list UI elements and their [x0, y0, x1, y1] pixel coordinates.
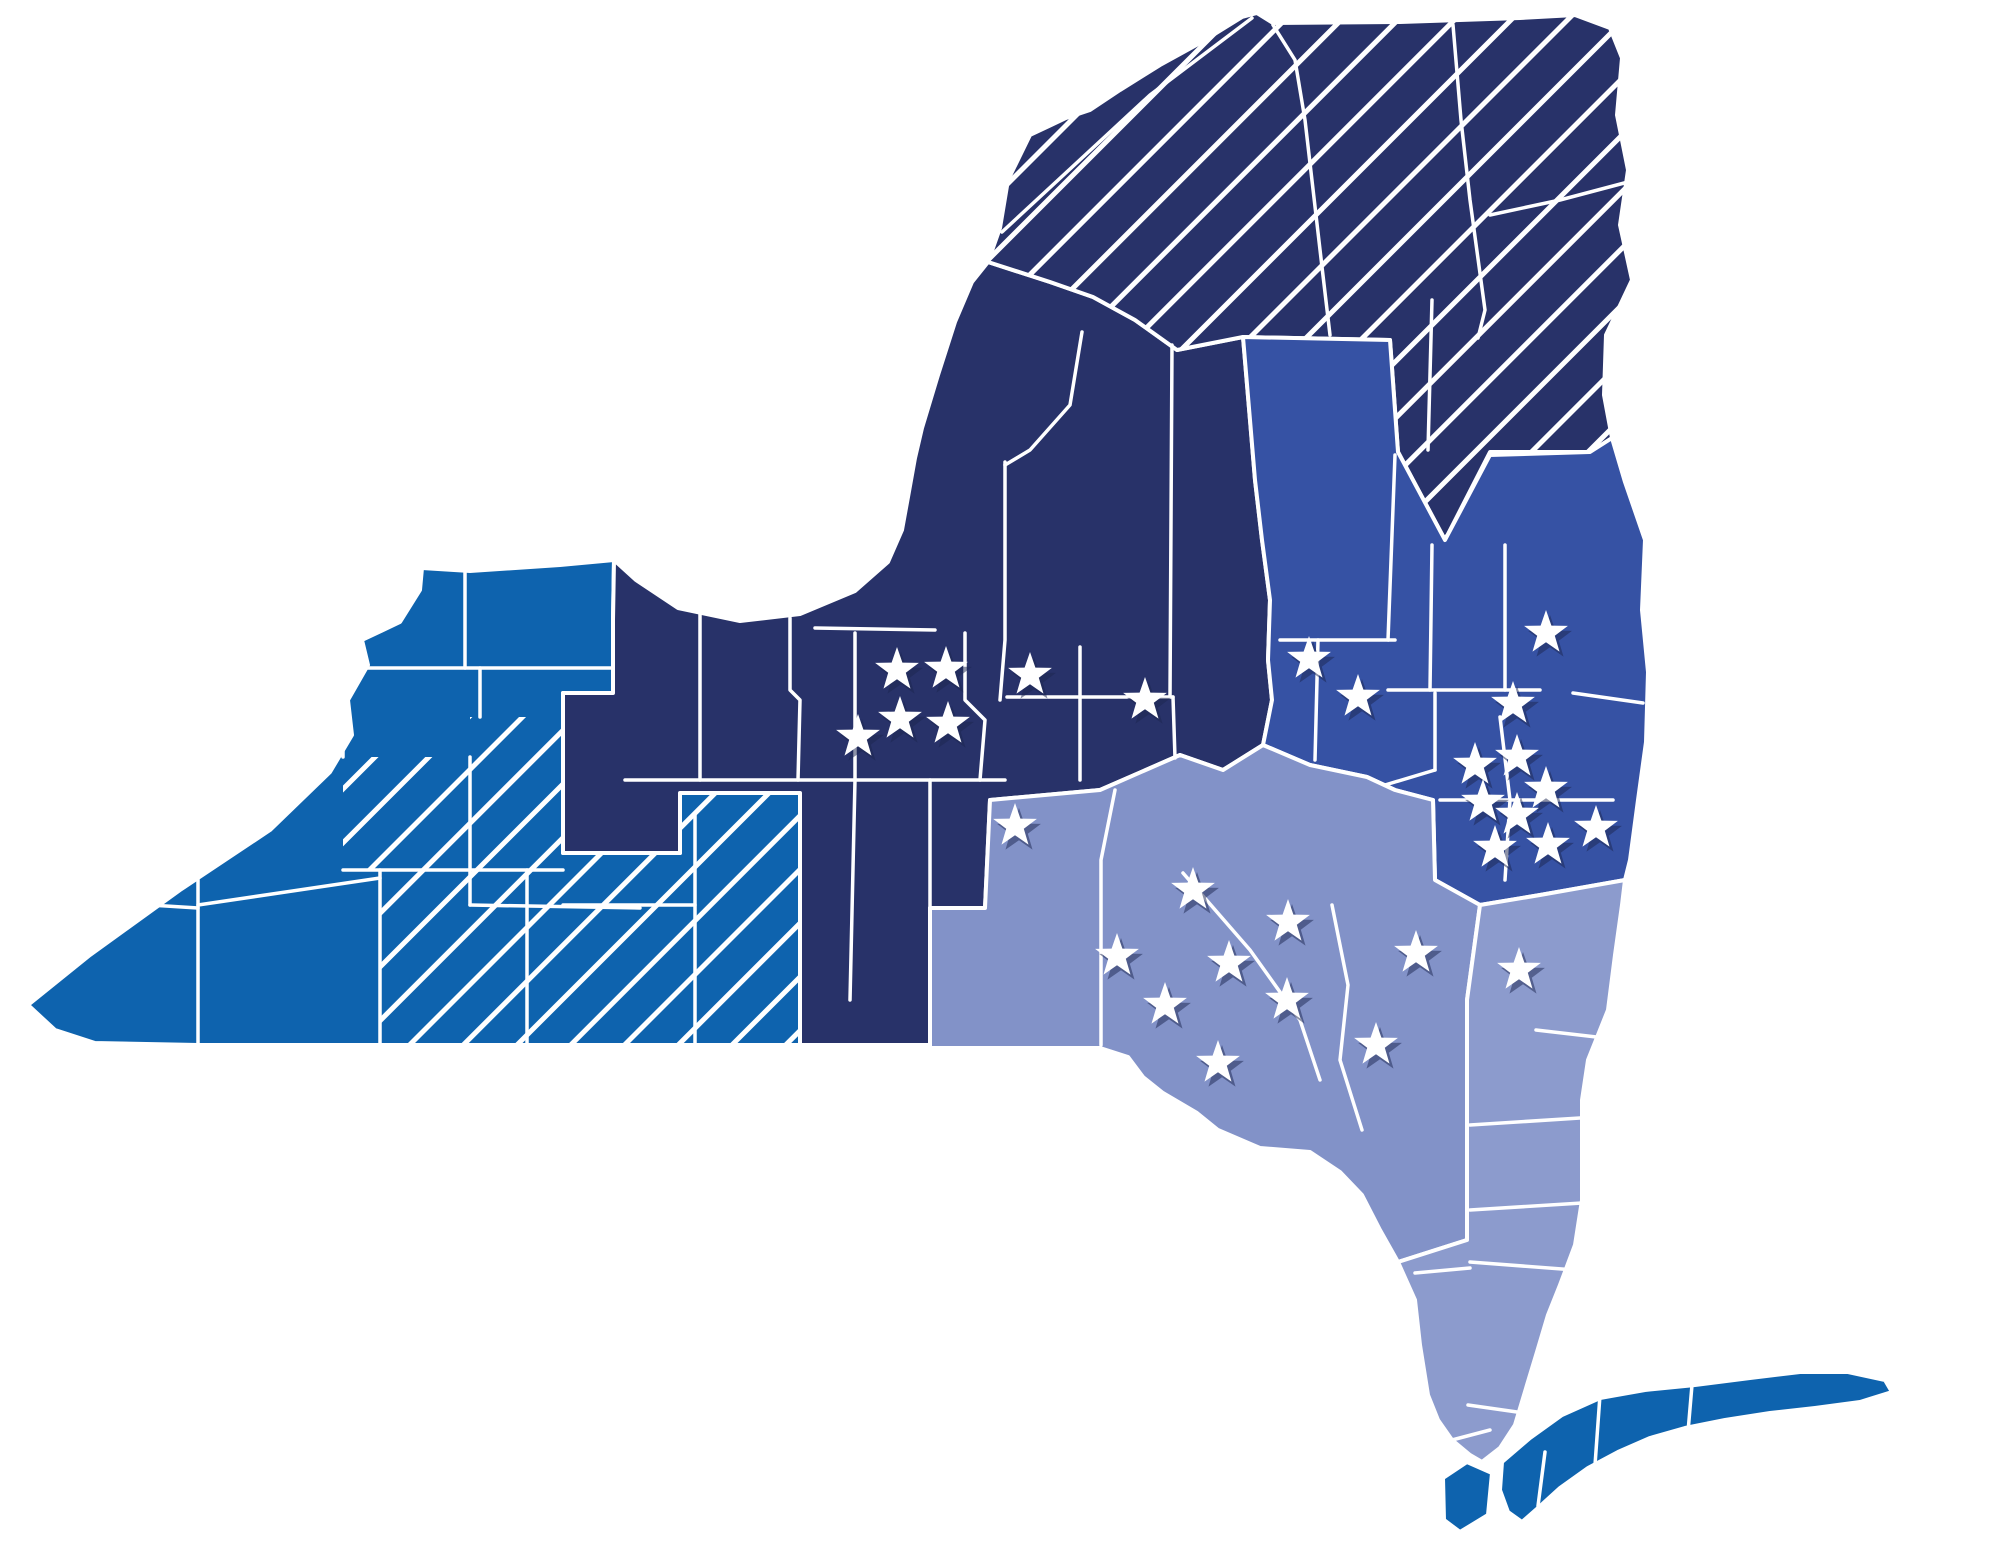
- county-line: [1426, 298, 1434, 452]
- county-line: [1451, 23, 1487, 340]
- county-line: [1171, 695, 1177, 760]
- county-line: [1450, 1428, 1492, 1442]
- county-line: [1488, 180, 1630, 217]
- county-line: [1003, 330, 1084, 467]
- county-line: [1168, 343, 1174, 699]
- county-line: [1593, 1393, 1602, 1467]
- county-line: [1386, 453, 1397, 642]
- county-line: [998, 460, 1007, 702]
- county-line: [183, 666, 615, 702]
- county-line: [1536, 1450, 1547, 1508]
- county-line: [1428, 543, 1434, 692]
- county-line: [1413, 1266, 1472, 1275]
- county-line: [1000, 16, 1254, 234]
- county-line: [1330, 903, 1364, 1132]
- county-line: [1686, 1383, 1694, 1434]
- county-line: [468, 903, 642, 910]
- region-southern-tier: [928, 743, 1482, 1264]
- county-line: [1468, 1201, 1584, 1212]
- county-line: [788, 616, 802, 782]
- county-line: [1468, 1260, 1577, 1272]
- county-line: [1534, 1028, 1607, 1040]
- county-line: [813, 626, 937, 632]
- county-line: [196, 876, 382, 907]
- county-line: [1383, 768, 1437, 787]
- county-line: [148, 903, 200, 910]
- region-staten-island: [1441, 1460, 1494, 1534]
- region-hudson-valley: [1396, 878, 1627, 1464]
- hatch-north-country: [988, 13, 1632, 540]
- county-borders: [148, 16, 1694, 1508]
- hatch-overlays: [343, 13, 1632, 1045]
- county-line: [1271, 23, 1332, 337]
- county-line: [1468, 1116, 1582, 1127]
- county-line: [1181, 871, 1322, 1082]
- region-nyc-long-island: [1498, 1370, 1894, 1524]
- hatch-western-counties: [343, 717, 800, 1045]
- county-line: [1099, 788, 1117, 1047]
- county-line: [1571, 691, 1645, 705]
- county-line: [1466, 1403, 1519, 1414]
- county-line: [963, 631, 987, 782]
- county-line: [848, 778, 857, 1002]
